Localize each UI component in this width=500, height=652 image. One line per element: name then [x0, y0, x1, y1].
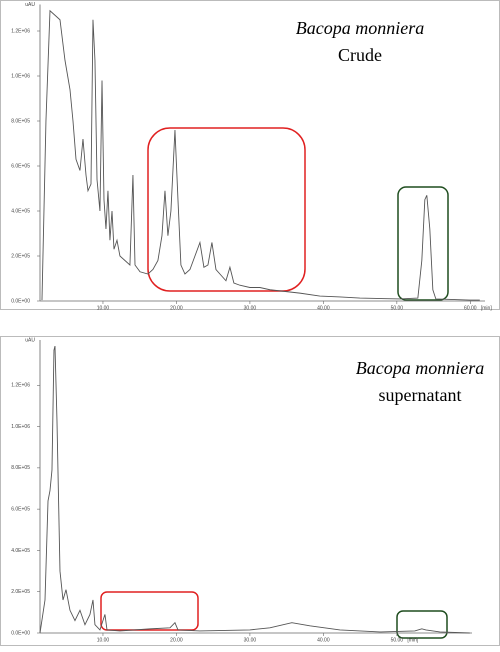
x-tick-label: 50.00	[391, 305, 404, 311]
y-tick-label: 6.0E+05	[11, 506, 30, 512]
y-tick-label: 0.0E+00	[11, 298, 30, 304]
y-axis-label: uAU	[25, 2, 35, 8]
chart-subtitle: supernatant	[379, 385, 462, 405]
x-tick-label: 20.00	[170, 637, 183, 643]
y-tick-label: 6.0E+05	[11, 163, 30, 169]
y-tick-label: 2.0E+05	[11, 589, 30, 595]
x-tick-label: 10.00	[97, 637, 110, 643]
y-tick-label: 4.0E+05	[11, 548, 30, 554]
y-tick-label: 1.0E+06	[11, 73, 30, 79]
y-tick-label: 1.2E+06	[11, 383, 30, 389]
trace	[39, 345, 470, 634]
x-tick-label: 60.00	[464, 305, 477, 311]
chart-subtitle: Crude	[338, 45, 382, 65]
x-tick-label: 50.00	[391, 637, 404, 643]
x-tick-label: 40.00	[317, 637, 330, 643]
x-tick-label: 40.00	[317, 305, 330, 311]
y-tick-label: 0.0E+00	[11, 630, 30, 636]
y-tick-label: 1.0E+06	[11, 424, 30, 430]
y-tick-label: 4.0E+05	[11, 208, 30, 214]
x-tick-label: 30.00	[244, 637, 257, 643]
y-tick-label: 2.0E+05	[11, 253, 30, 259]
x-tick-label: 20.00	[170, 305, 183, 311]
chart-title: Bacopa monniera	[356, 358, 484, 378]
x-tick-label: 30.00	[244, 305, 257, 311]
y-tick-label: 8.0E+05	[11, 465, 30, 471]
y-tick-label: 1.2E+06	[11, 28, 30, 34]
y-axis-label: uAU	[25, 337, 35, 343]
highlight-box	[396, 610, 448, 639]
x-axis-label: [min]	[407, 637, 418, 643]
highlight-box	[147, 127, 306, 292]
y-tick-label: 8.0E+05	[11, 118, 30, 124]
x-axis-label: [min]	[481, 305, 492, 311]
panel-frame	[0, 336, 500, 646]
x-tick-label: 10.00	[97, 305, 110, 311]
chart-title: Bacopa monniera	[296, 18, 424, 38]
highlight-box	[397, 186, 449, 301]
highlight-box	[100, 591, 199, 631]
trace	[41, 9, 480, 301]
